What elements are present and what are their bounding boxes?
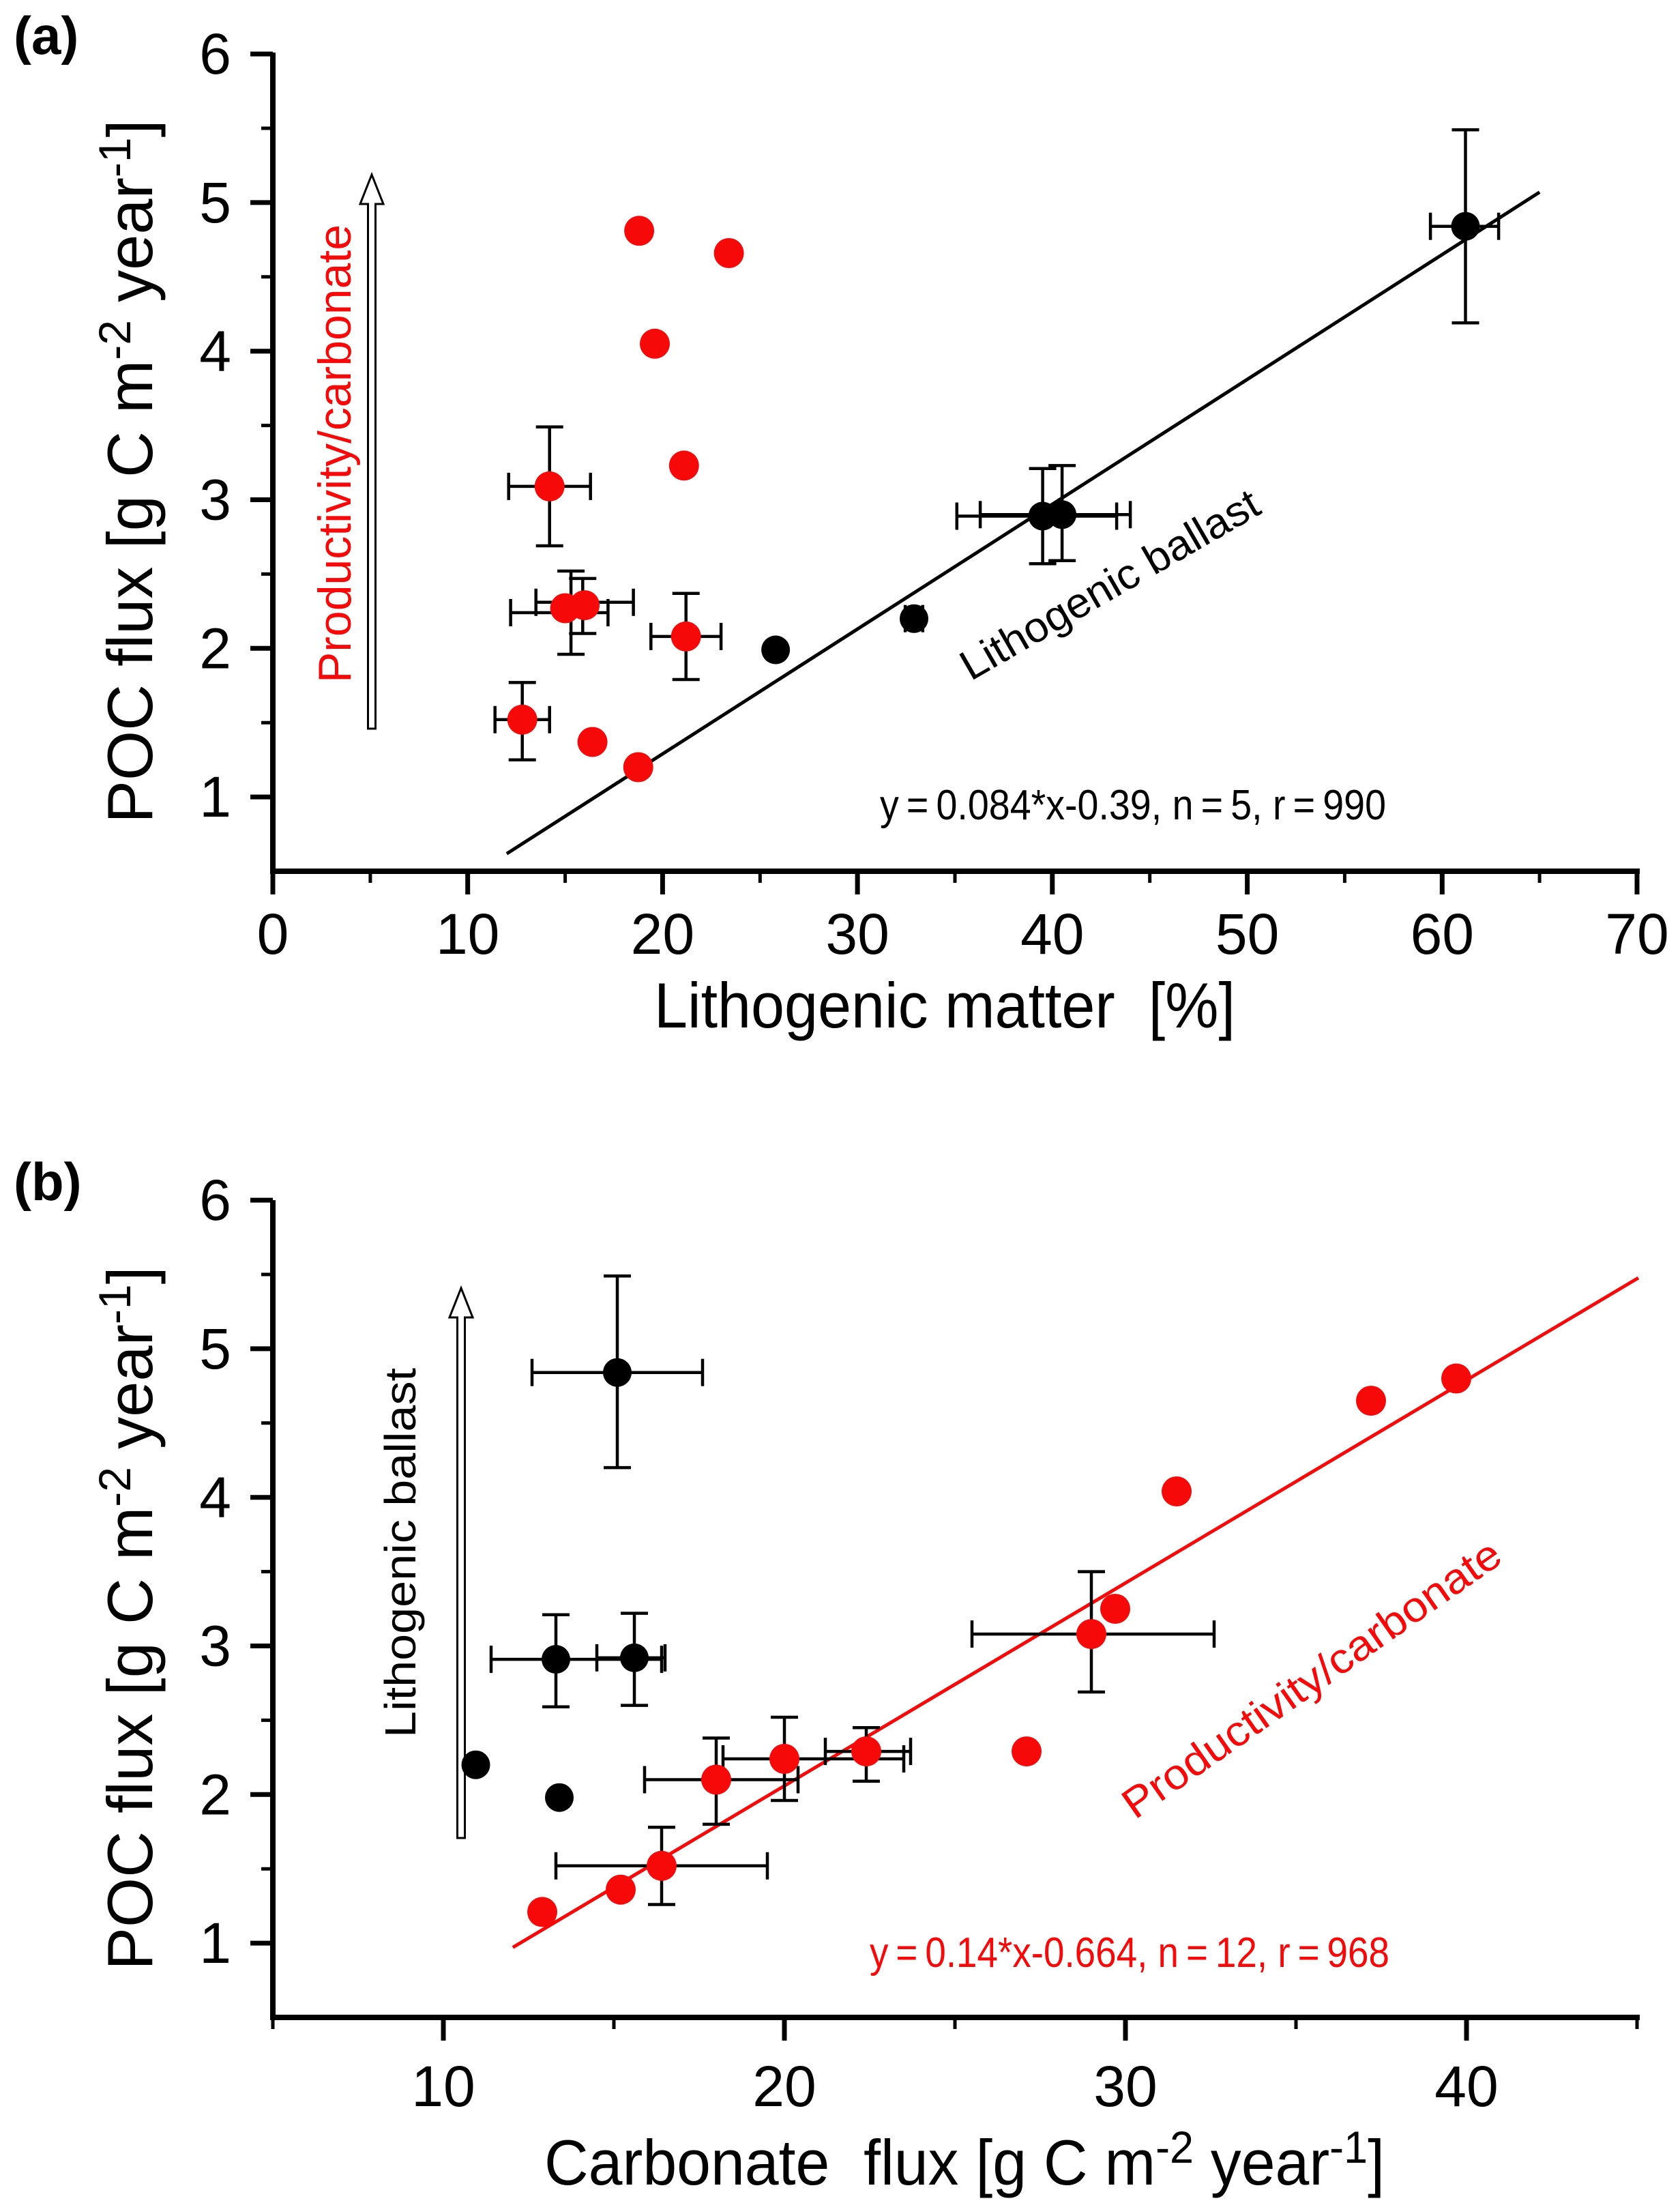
svg-text:30: 30 [1093, 2054, 1157, 2118]
svg-text:30: 30 [825, 902, 889, 966]
svg-text:40: 40 [1020, 902, 1084, 966]
svg-text:1: 1 [199, 1911, 231, 1975]
svg-text:Lithogenic matter [%]: Lithogenic matter [%] [654, 969, 1235, 1041]
svg-text:3: 3 [199, 1614, 231, 1678]
svg-text:(b): (b) [14, 1152, 82, 1212]
svg-text:Carbonate flux [g C m-2 year-: Carbonate flux [g C m-2 year-1] [544, 2122, 1385, 2198]
svg-text:1: 1 [199, 765, 231, 829]
svg-text:2: 2 [199, 1762, 231, 1826]
svg-text:70: 70 [1605, 902, 1668, 966]
svg-text:0: 0 [257, 902, 289, 966]
svg-text:4: 4 [199, 1465, 231, 1530]
svg-text:40: 40 [1434, 2054, 1498, 2118]
svg-text:y = 0.084*x-0.39, n = 5, r =: y = 0.084*x-0.39, n = 5, r = 990 [880, 782, 1386, 829]
svg-text:5: 5 [199, 171, 231, 235]
svg-text:Lithogenic ballast: Lithogenic ballast [376, 1368, 425, 1738]
svg-text:4: 4 [199, 319, 231, 383]
svg-text:2: 2 [199, 616, 231, 680]
svg-text:6: 6 [199, 22, 231, 86]
svg-text:20: 20 [752, 2054, 816, 2118]
svg-text:10: 10 [436, 902, 499, 966]
svg-text:3: 3 [199, 468, 231, 532]
svg-text:50: 50 [1215, 902, 1279, 966]
svg-text:(a): (a) [14, 5, 78, 65]
svg-text:10: 10 [411, 2054, 475, 2118]
svg-text:y = 0.14*x-0.664, n = 12, r: y = 0.14*x-0.664, n = 12, r = 968 [870, 1929, 1389, 1976]
svg-text:POC flux [g C m-2 year-1]: POC flux [g C m-2 year-1] [89, 119, 166, 823]
svg-text:Productivity/carbonate: Productivity/carbonate [309, 224, 361, 683]
svg-text:5: 5 [199, 1317, 231, 1381]
svg-text:20: 20 [631, 902, 694, 966]
svg-text:POC flux [g C m-2 year-1]: POC flux [g C m-2 year-1] [89, 1266, 166, 1970]
svg-text:6: 6 [199, 1168, 231, 1232]
svg-text:60: 60 [1411, 902, 1474, 966]
